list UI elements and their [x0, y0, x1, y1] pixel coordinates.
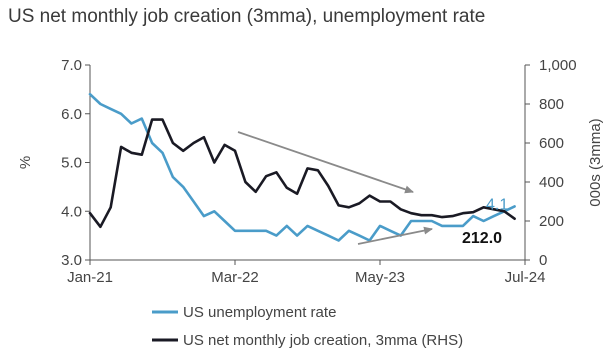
end-label-unemployment: 4.1: [486, 196, 508, 213]
series-line-job-creation: [88, 118, 516, 229]
trend-arrow-up: [357, 226, 433, 245]
end-label-job-creation: 212.0: [462, 230, 502, 247]
left-tick-label: 3.0: [61, 252, 82, 269]
trend-arrow-down: [237, 131, 414, 194]
x-tick-label: May-23: [355, 269, 405, 286]
right-tick-label: 0: [539, 252, 547, 269]
legend-label-unemployment: US unemployment rate: [183, 304, 336, 321]
left-tick-label: 4.0: [61, 203, 82, 220]
right-tick-label: 800: [539, 96, 564, 113]
right-tick-label: 600: [539, 135, 564, 152]
series-line-unemployment: [88, 92, 516, 242]
legend-label-job-creation: US net monthly job creation, 3mma (RHS): [183, 332, 463, 349]
left-axis-title: %: [17, 156, 34, 169]
x-tick-label: Jan-21: [67, 269, 113, 286]
x-tick-label: Jul-24: [505, 269, 546, 286]
right-tick-label: 1,000: [539, 57, 577, 74]
right-tick-label: 200: [539, 213, 564, 230]
x-tick-label: Mar-22: [211, 269, 259, 286]
left-tick-label: 6.0: [61, 106, 82, 123]
chart-title: US net monthly job creation (3mma), unem…: [8, 6, 486, 27]
right-tick-label: 400: [539, 174, 564, 191]
left-tick-label: 7.0: [61, 57, 82, 74]
left-tick-label: 5.0: [61, 155, 82, 172]
right-axis-title: 000s (3mma): [587, 118, 604, 206]
